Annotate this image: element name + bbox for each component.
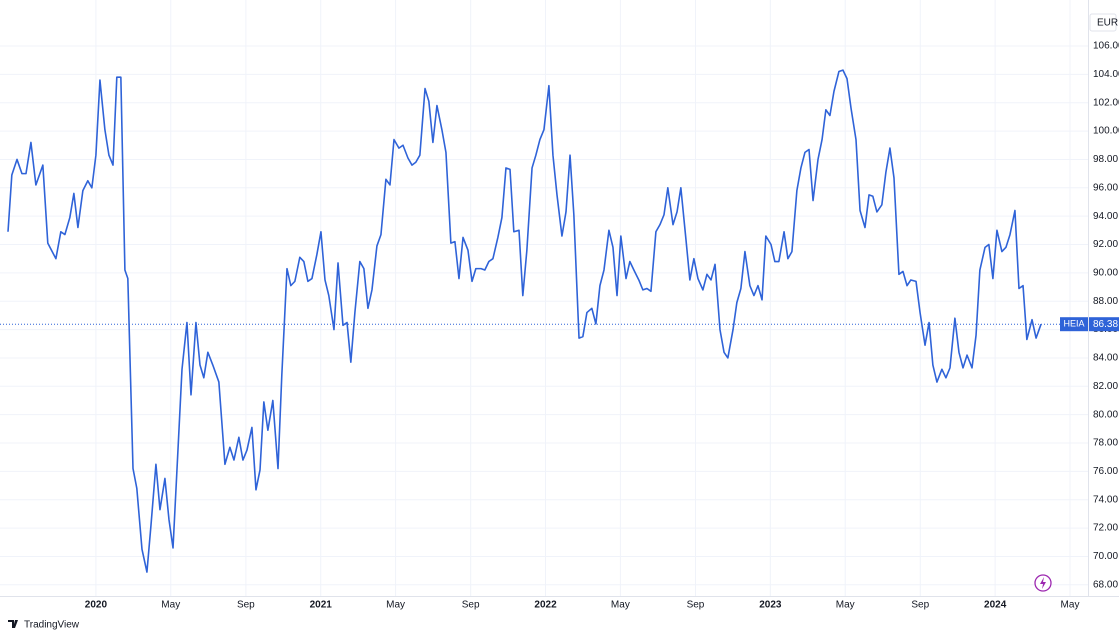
symbol-label: HEIA	[1063, 319, 1084, 329]
price-label: 86.38	[1093, 319, 1118, 330]
x-tick-label: May	[611, 600, 630, 611]
y-tick-label: 104.00	[1093, 69, 1119, 80]
x-tick-label: May	[1061, 600, 1080, 611]
y-tick-label: 78.00	[1093, 438, 1118, 449]
x-tick-label: May	[836, 600, 855, 611]
y-tick-label: 98.00	[1093, 154, 1118, 165]
y-tick-label: 90.00	[1093, 268, 1118, 279]
symbol-tag	[1060, 317, 1088, 332]
y-tick-label: 102.00	[1093, 97, 1119, 108]
x-tick-label: Sep	[237, 600, 255, 611]
watermark: TradingView	[24, 620, 80, 631]
y-tick-label: 106.00	[1093, 41, 1119, 52]
y-tick-label: 74.00	[1093, 494, 1118, 505]
y-tick-label: 72.00	[1093, 523, 1118, 534]
currency-box[interactable]	[1089, 13, 1117, 32]
x-tick-label: 2021	[310, 600, 333, 611]
grid	[0, 0, 1088, 596]
x-tick-label: 2024	[984, 600, 1007, 611]
y-tick-label: 88.00	[1093, 296, 1118, 307]
x-tick-label: Sep	[911, 600, 929, 611]
price-line	[7, 69, 1042, 573]
y-tick-label: 92.00	[1093, 239, 1118, 250]
x-tick-label: 2022	[534, 600, 557, 611]
x-tick-label: Sep	[462, 600, 480, 611]
x-tick-label: Sep	[687, 600, 705, 611]
y-tick-label: 76.00	[1093, 466, 1118, 477]
x-tick-label: 2023	[759, 600, 782, 611]
y-tick-label: 94.00	[1093, 211, 1118, 222]
alert-bolt	[1040, 577, 1046, 589]
y-tick-label: 100.00	[1093, 126, 1119, 137]
x-tick-label: May	[161, 600, 180, 611]
y-tick-label: 82.00	[1093, 381, 1118, 392]
currency-label: EUR	[1097, 18, 1118, 29]
y-tick-label: 84.00	[1093, 353, 1118, 364]
x-tick-label: 2020	[85, 600, 108, 611]
x-tick-label: May	[386, 600, 405, 611]
y-tick-label: 70.00	[1093, 551, 1118, 562]
price-tag	[1089, 317, 1119, 332]
y-tick-label: 80.00	[1093, 409, 1118, 420]
logo: TradingView	[8, 620, 80, 631]
alert-icon[interactable]	[1034, 574, 1052, 592]
y-tick-label: 96.00	[1093, 182, 1118, 193]
logo-mark	[8, 620, 18, 628]
y-tick-label: 68.00	[1093, 579, 1118, 590]
